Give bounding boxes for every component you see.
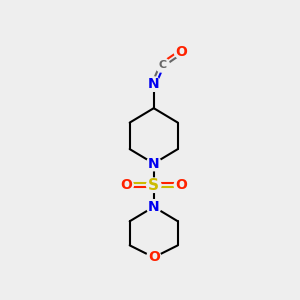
Text: O: O [120,178,132,192]
Circle shape [174,178,189,192]
Text: N: N [148,77,160,91]
Circle shape [146,250,161,265]
Circle shape [146,178,161,192]
Circle shape [174,44,189,59]
Circle shape [146,77,161,91]
Circle shape [155,58,169,72]
Text: C: C [158,60,166,70]
Circle shape [146,156,161,171]
Text: S: S [148,178,159,193]
Text: O: O [176,178,188,192]
Text: O: O [148,250,160,264]
Text: N: N [148,157,160,170]
Circle shape [119,178,133,192]
Circle shape [146,200,161,214]
Text: O: O [176,45,188,58]
Text: N: N [148,200,160,214]
